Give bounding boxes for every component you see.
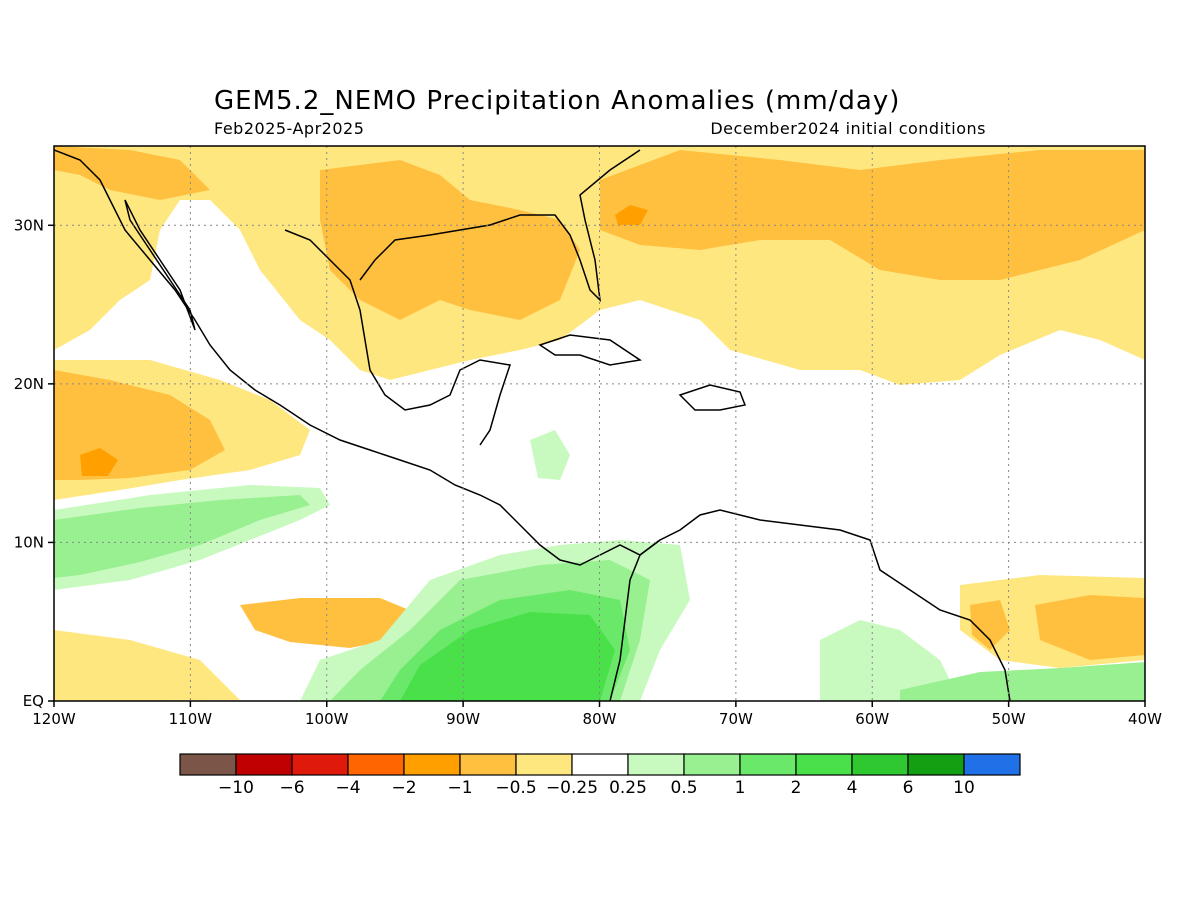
lat-tick-label: 10N xyxy=(14,533,44,551)
colorbar-swatch xyxy=(403,753,461,776)
colorbar-swatch xyxy=(459,753,517,776)
colorbar-label: −4 xyxy=(335,778,360,798)
lon-tick-label: 80W xyxy=(583,710,617,728)
colorbar-swatch xyxy=(795,753,853,776)
colorbar-label: 0.25 xyxy=(609,778,647,798)
colorbar-swatch xyxy=(907,753,965,776)
us-gulf-coast xyxy=(359,149,641,303)
colorbar-label: 4 xyxy=(847,778,858,798)
pacific-south-america xyxy=(609,554,641,701)
lon-tick-label: 70W xyxy=(719,710,753,728)
colorbar-swatch xyxy=(851,753,909,776)
dry-anomaly-tropical-pacific xyxy=(54,630,240,701)
lon-tick-label: 50W xyxy=(992,710,1026,728)
north-america-coast xyxy=(54,149,661,566)
colorbar-swatch xyxy=(963,753,1021,776)
dry-anomaly-core-atlantic xyxy=(615,205,648,225)
baja-california xyxy=(124,199,196,331)
colorbar-swatch xyxy=(347,753,405,776)
wet-anomaly-caribbean xyxy=(530,430,570,480)
colorbar-label: 0.5 xyxy=(670,778,697,798)
south-america-coast xyxy=(639,509,1011,701)
dry-anomaly-gulf xyxy=(320,160,580,320)
anomaly-field xyxy=(54,146,1145,701)
colorbar-label: 6 xyxy=(903,778,914,798)
coastlines xyxy=(54,149,1011,701)
dry-anomaly-core xyxy=(80,448,118,476)
colorbar-label: −0.5 xyxy=(495,778,536,798)
colorbar-label: −0.25 xyxy=(546,778,598,798)
colorbar-label: 10 xyxy=(953,778,975,798)
dry-anomaly-tropical-pacific-2 xyxy=(240,598,414,648)
colorbar-swatch xyxy=(683,753,741,776)
colorbar-swatch xyxy=(571,753,629,776)
lat-tick-label: 20N xyxy=(14,375,44,393)
initial-conditions: December2024 initial conditions xyxy=(710,119,986,138)
graticule xyxy=(54,146,1145,701)
lat-tick-label: 30N xyxy=(14,216,44,234)
colorbar-label: −6 xyxy=(279,778,304,798)
dry-anomaly-equatorial-atlantic-3 xyxy=(1035,595,1145,660)
colorbar-swatch xyxy=(739,753,797,776)
dry-anomaly-mexico xyxy=(54,146,210,200)
colorbar-label: −2 xyxy=(391,778,416,798)
hispaniola xyxy=(678,384,747,411)
gulf-coast xyxy=(284,229,511,446)
colorbar-label: 1 xyxy=(735,778,746,798)
lon-tick-label: 120W xyxy=(32,710,76,728)
wet-anomaly-south-america xyxy=(820,620,960,701)
colorbar-swatch xyxy=(515,753,573,776)
colorbar-label: 2 xyxy=(791,778,802,798)
lon-tick-label: 100W xyxy=(305,710,349,728)
lon-tick-label: 60W xyxy=(855,710,889,728)
lon-tick-label: 40W xyxy=(1128,710,1162,728)
lon-tick-label: 90W xyxy=(446,710,480,728)
lon-tick-label: 110W xyxy=(169,710,213,728)
colorbar-label: −1 xyxy=(447,778,472,798)
wet-anomaly-atlantic-south xyxy=(900,662,1145,701)
colorbar-swatch xyxy=(235,753,293,776)
map-title: GEM5.2_NEMO Precipitation Anomalies (mm/… xyxy=(214,86,901,116)
colorbar-swatch xyxy=(179,753,237,776)
dry-anomaly-equatorial-atlantic-2 xyxy=(970,600,1010,650)
colorbar-label: −10 xyxy=(218,778,254,798)
colorbar-swatch xyxy=(291,753,349,776)
cuba xyxy=(538,334,642,366)
forecast-period: Feb2025-Apr2025 xyxy=(214,119,365,138)
wet-anomaly-east-pacific-core xyxy=(400,612,615,701)
colorbar: −10 −6 −4 −2 −1 −0.5 −0.25 0.25 0.5 1 2 4 6 10 xyxy=(179,753,1021,798)
colorbar-swatch xyxy=(627,753,685,776)
lat-tick-label: EQ xyxy=(23,692,44,710)
axis-ticks: 120W 110W 100W 90W 80W 70W 60W 50W 40W EQ 10N 20N 30… xyxy=(14,216,1162,728)
wet-anomaly-itcz-core xyxy=(54,495,310,578)
